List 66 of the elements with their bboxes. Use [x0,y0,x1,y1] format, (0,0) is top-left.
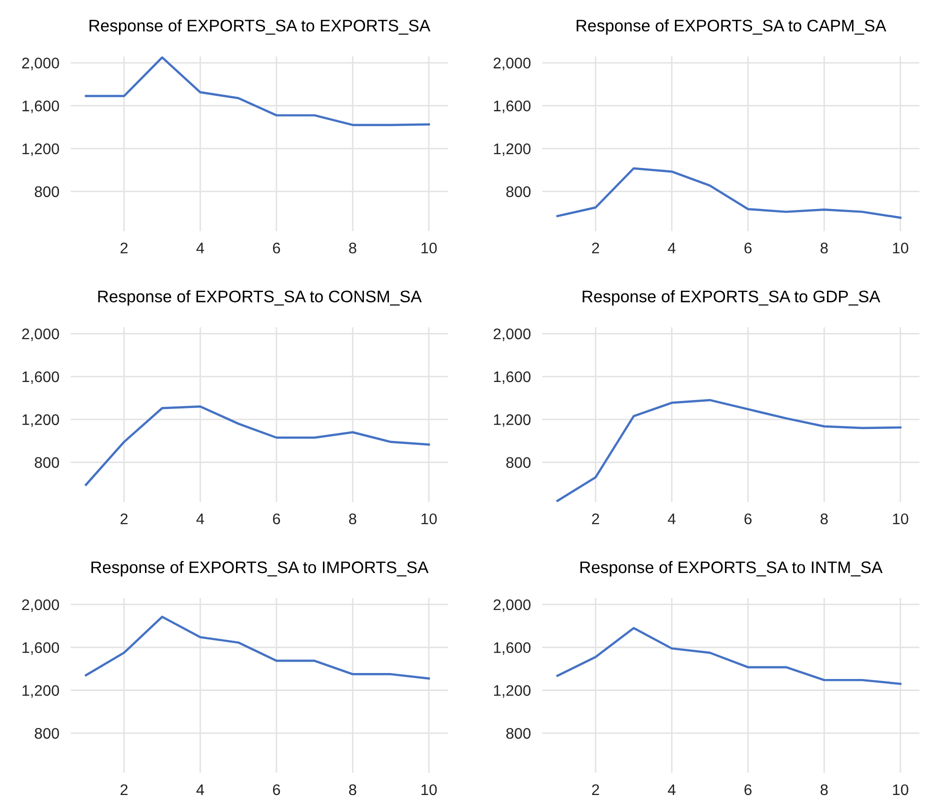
x-tick-label: 6 [273,242,280,254]
y-tick-label: 800 [506,186,531,198]
line-series [556,626,902,685]
x-tick-label: 4 [668,242,676,254]
x-tick-label: 8 [349,784,356,796]
x-tick-label: 6 [273,784,280,796]
y-tick-label: 2,000 [22,599,60,612]
x-tick-label: 6 [273,513,280,524]
line-series [556,398,902,502]
chart-title: Response of EXPORTS_SA to GDP_SA [582,290,880,306]
line-series [84,405,430,486]
x-tick-label: 2 [592,513,600,524]
chart-title: Response of EXPORTS_SA to CONSM_SA [98,290,422,306]
y-tick-label: 1,200 [494,143,531,156]
y-tick-label: 1,600 [494,100,531,114]
x-tick-label: 6 [744,242,752,254]
line-series [556,167,902,219]
y-tick-label: 2,000 [22,58,60,70]
x-tick-label: 2 [120,784,128,795]
y-tick-label: 2,000 [494,58,531,70]
x-tick-label: 10 [893,784,908,796]
y-tick-label: 2,000 [494,599,531,612]
x-tick-label: 10 [422,513,437,524]
line-series [84,616,430,680]
x-tick-label: 4 [196,242,204,254]
y-tick-label: 1,200 [22,685,60,698]
y-tick-label: 1,200 [22,143,60,156]
x-tick-label: 8 [820,784,828,796]
x-tick-label: 2 [120,513,128,524]
y-tick-label: 1,600 [22,100,60,114]
x-tick-label: 4 [668,514,676,524]
x-tick-label: 8 [349,242,356,254]
x-tick-label: 8 [349,513,356,524]
x-tick-label: 10 [893,242,908,254]
y-tick-label: 1,200 [494,685,531,698]
x-tick-label: 6 [744,784,752,796]
y-tick-label: 1,600 [494,642,531,655]
x-tick-label: 2 [120,242,128,254]
y-tick-label: 1,600 [22,642,60,655]
x-tick-label: 4 [196,784,204,795]
x-tick-label: 6 [744,513,752,524]
y-tick-label: 1,600 [22,371,60,384]
chart-title: Response of EXPORTS_SA to EXPORTS_SA [90,19,430,35]
y-tick-label: 800 [34,457,60,468]
y-tick-label: 800 [34,728,60,739]
y-tick-label: 800 [34,186,60,198]
chart-title: Response of EXPORTS_SA to CAPM_SA [576,19,886,35]
x-tick-label: 4 [196,514,204,524]
x-tick-label: 8 [820,242,828,254]
y-tick-label: 1,600 [494,371,531,384]
y-tick-label: 1,200 [494,414,531,427]
x-tick-label: 4 [668,784,676,795]
y-tick-label: 2,000 [22,328,60,342]
line-series [84,56,430,126]
x-tick-label: 10 [422,784,437,796]
chart-title: Response of EXPORTS_SA to IMPORTS_SA [91,560,429,577]
y-tick-label: 2,000 [494,328,531,342]
y-tick-label: 800 [506,728,531,739]
x-tick-label: 8 [820,513,828,524]
x-tick-label: 10 [422,242,437,254]
x-tick-label: 2 [592,242,600,254]
x-tick-label: 2 [592,784,600,795]
y-tick-label: 800 [506,457,531,468]
x-tick-label: 10 [893,513,908,524]
y-tick-label: 1,200 [22,414,60,427]
chart-title: Response of EXPORTS_SA to INTM_SA [580,560,883,577]
